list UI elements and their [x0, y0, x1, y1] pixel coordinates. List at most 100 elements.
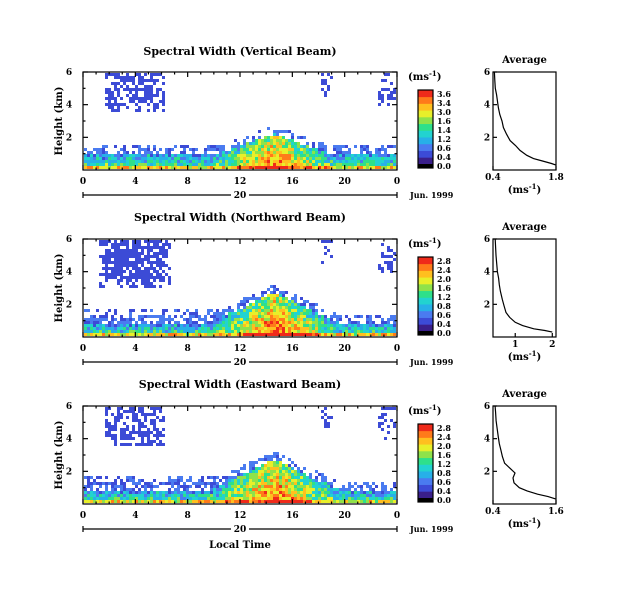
panel-title: Spectral Width (Eastward Beam) [139, 378, 341, 391]
heatmap-cell [129, 91, 132, 94]
heatmap-cell [126, 261, 129, 264]
heatmap-cell [210, 166, 213, 169]
heatmap-cell [150, 324, 153, 327]
heatmap-cell [147, 485, 150, 488]
heatmap-cell [252, 321, 255, 324]
heatmap-cell [117, 160, 120, 163]
heatmap-cell [219, 324, 222, 327]
heatmap-cell [144, 443, 147, 446]
heatmap-cell [99, 243, 102, 246]
heatmap-cell [261, 309, 264, 312]
x-tick-label: 12 [234, 177, 247, 187]
heatmap-cell [327, 485, 330, 488]
heatmap-cell [276, 288, 279, 291]
heatmap-cell [354, 491, 357, 494]
heatmap-cell [105, 419, 108, 422]
heatmap-cell [321, 79, 324, 82]
heatmap-cell [321, 330, 324, 333]
heatmap-cell [165, 151, 168, 154]
heatmap-cell [183, 491, 186, 494]
heatmap-cell [288, 488, 291, 491]
heatmap-cell [303, 145, 306, 148]
y-tick-label: 4 [66, 435, 72, 445]
heatmap-cell [222, 160, 225, 163]
heatmap-cell [285, 154, 288, 157]
heatmap-cell [132, 416, 135, 419]
heatmap-cell [270, 151, 273, 154]
heatmap-cell [102, 285, 105, 288]
heatmap-cell [366, 330, 369, 333]
heatmap-cell [99, 240, 102, 243]
heatmap-cell [120, 154, 123, 157]
heatmap-cell [351, 166, 354, 169]
heatmap-cell [339, 497, 342, 500]
heatmap-cell [279, 130, 282, 133]
heatmap-cell [174, 157, 177, 160]
heatmap-cell [318, 166, 321, 169]
heatmap-cell [120, 407, 123, 410]
heatmap-cell [267, 300, 270, 303]
heatmap-cell [111, 428, 114, 431]
heatmap-cell [129, 79, 132, 82]
heatmap-cell [378, 324, 381, 327]
heatmap-cell [162, 154, 165, 157]
heatmap-cell [180, 157, 183, 160]
heatmap-cell [237, 324, 240, 327]
heatmap-cell [282, 476, 285, 479]
heatmap-cell [345, 491, 348, 494]
heatmap-cell [138, 422, 141, 425]
heatmap-cell [183, 497, 186, 500]
heatmap-cell [288, 315, 291, 318]
heatmap-cell [216, 160, 219, 163]
heatmap-cell [150, 485, 153, 488]
heatmap-cell [321, 485, 324, 488]
heatmap-cell [129, 321, 132, 324]
heatmap-cell [159, 166, 162, 169]
heatmap-cell [141, 273, 144, 276]
heatmap-cell [141, 497, 144, 500]
colorbar-tick-label: 2.8 [437, 256, 451, 266]
heatmap-cell [168, 154, 171, 157]
heatmap-cell [267, 327, 270, 330]
heatmap-cell [258, 136, 261, 139]
heatmap-cell [138, 160, 141, 163]
heatmap-cell [381, 497, 384, 500]
heatmap-cell [357, 154, 360, 157]
heatmap-cell [126, 476, 129, 479]
heatmap-cell [264, 333, 267, 336]
heatmap-cell [285, 312, 288, 315]
heatmap-cell [303, 157, 306, 160]
heatmap-cell [354, 157, 357, 160]
heatmap-cell [255, 473, 258, 476]
heatmap-cell [117, 166, 120, 169]
heatmap-cell [186, 491, 189, 494]
heatmap-cell [135, 264, 138, 267]
heatmap-cell [123, 494, 126, 497]
heatmap-cell [99, 148, 102, 151]
heatmap-cell [312, 309, 315, 312]
heatmap-cell [270, 488, 273, 491]
heatmap-cell [267, 303, 270, 306]
heatmap-cell [291, 476, 294, 479]
colorbar-tick-label: 2.0 [437, 441, 451, 451]
colorbar-swatch [418, 484, 433, 492]
colorbar-swatch [418, 157, 433, 165]
heatmap-cell [99, 151, 102, 154]
heatmap-cell [117, 407, 120, 410]
heatmap-cell [387, 494, 390, 497]
heatmap-cell [105, 491, 108, 494]
heatmap-cell [357, 494, 360, 497]
heatmap-cell [90, 485, 93, 488]
heatmap-cell [366, 321, 369, 324]
heatmap-cell [237, 163, 240, 166]
heatmap-cell [120, 497, 123, 500]
heatmap-cell [255, 157, 258, 160]
heatmap-cell [336, 151, 339, 154]
heatmap-cell [132, 327, 135, 330]
heatmap-cell [162, 252, 165, 255]
heatmap-cell [237, 306, 240, 309]
heatmap-cell [147, 324, 150, 327]
heatmap-cell [105, 431, 108, 434]
heatmap-cell [276, 166, 279, 169]
heatmap-cell [126, 443, 129, 446]
